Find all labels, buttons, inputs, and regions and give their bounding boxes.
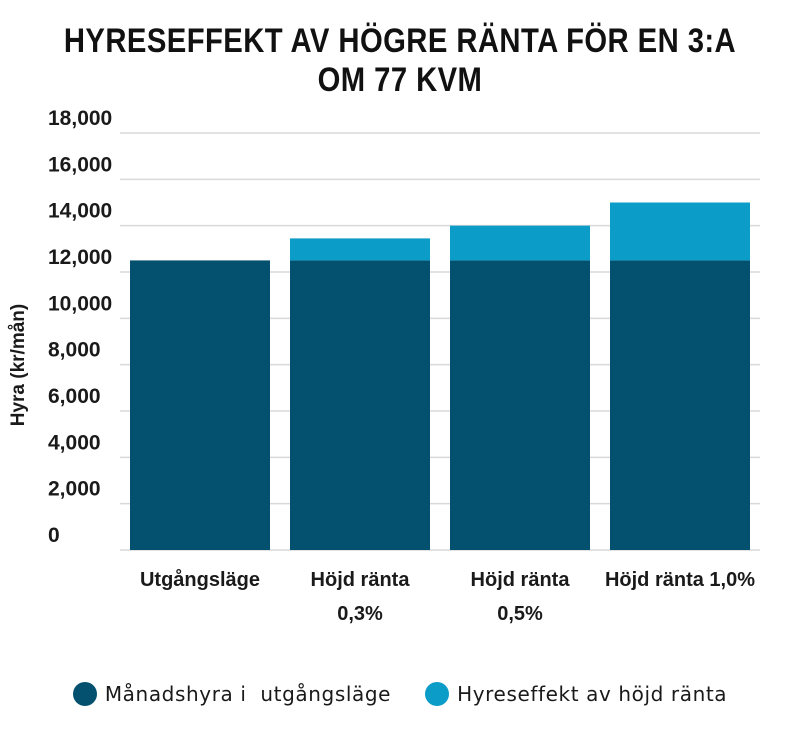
bar-segment [290,260,430,550]
legend-label: Hyreseffekt av höjd ränta [457,682,728,706]
x-category-label: Utgångsläge [140,568,260,591]
x-category-label: Höjd ränta 1,0% [605,569,755,591]
y-tick-label: 12,000 [48,246,112,269]
x-category-label: Höjd ränta [311,569,411,591]
x-category-labels: Utgångsläge Höjd ränta 0,3% Höjd ränta 0,5% H… [140,568,755,625]
legend-item: Månadshyra i utgångsläge [72,682,392,706]
y-tick-label: 14,000 [48,200,112,223]
bar-segment [290,238,430,261]
legend-item: Hyreseffekt av höjd ränta [425,682,727,706]
x-category-label: 0,3% [337,603,383,625]
y-tick-label: 18,000 [48,107,112,130]
y-tick-label: 10,000 [48,292,112,315]
y-tick-label: 4,000 [48,431,101,454]
x-category-label: Höjd ränta [471,569,571,591]
legend-label: Månadshyra i utgångsläge [104,682,392,706]
bar-chart: 0 2,000 4,000 6,000 8,000 10,000 12,000 14,000 1… [8,107,760,625]
bar-segment [450,225,590,261]
legend-swatch [425,682,450,706]
y-tick-label: 16,000 [48,153,112,176]
bar-segment [130,260,270,550]
x-category-label: 0,5% [497,603,543,625]
bar-segment [450,260,590,550]
y-tick-labels: 0 2,000 4,000 6,000 8,000 10,000 12,000 14,000 1… [48,107,112,547]
y-tick-label: 2,000 [48,478,101,501]
bar-segment [610,260,750,550]
y-axis-label: Hyra (kr/mån) [8,304,29,427]
legend: Månadshyra i utgångsläge Hyreseffekt av h… [0,682,800,706]
legend-swatch [72,682,97,706]
bars [130,202,750,550]
y-tick-label: 6,000 [48,385,101,408]
y-tick-label: 0 [48,524,60,547]
chart-title: HYRESEFFEKT AV HÖGRE RÄNTA FÖR EN 3:A OM… [63,22,737,99]
bar-segment [610,202,750,261]
y-tick-label: 8,000 [48,339,101,362]
